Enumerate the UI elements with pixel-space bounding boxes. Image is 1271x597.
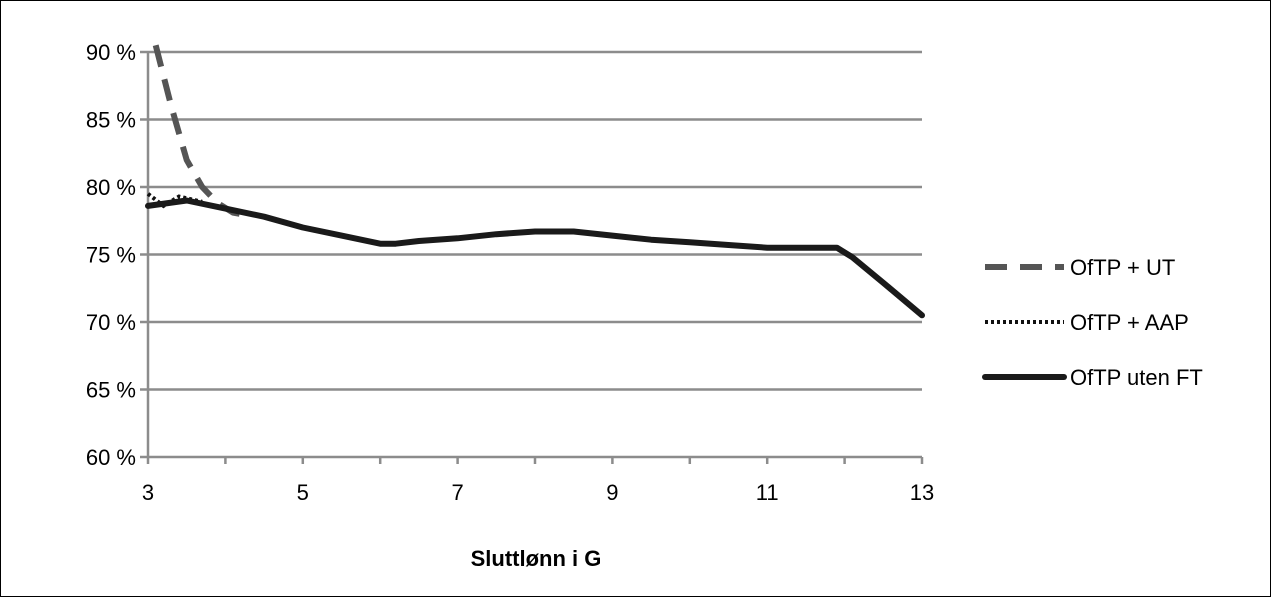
x-axis-title: Sluttlønn i G <box>471 546 602 571</box>
y-tick-label: 75 % <box>86 243 136 268</box>
legend-label: OfTP + UT <box>1070 255 1175 280</box>
x-tick-label: 7 <box>451 480 463 505</box>
series-lines <box>145 44 925 319</box>
y-tick-label: 60 % <box>86 445 136 470</box>
legend: OfTP + UT OfTP + AAP OfTP uten FT <box>982 255 1203 390</box>
axes <box>140 50 924 464</box>
legend-label: OfTP + AAP <box>1070 310 1189 335</box>
x-tick-label: 13 <box>910 480 934 505</box>
x-axis-tick-labels: 3 5 7 9 11 13 <box>142 480 934 505</box>
y-tick-label: 65 % <box>86 378 136 403</box>
x-tick-label: 11 <box>756 480 779 505</box>
gridlines <box>148 50 922 391</box>
legend-label: OfTP uten FT <box>1070 365 1203 390</box>
y-axis-tick-labels: 60 % 65 % 70 % 75 % 80 % 85 % 90 % <box>86 40 136 470</box>
y-tick-label: 90 % <box>86 40 136 65</box>
series-line-0 <box>152 44 250 219</box>
y-tick-label: 70 % <box>86 310 136 335</box>
x-tick-label: 5 <box>297 480 309 505</box>
y-tick-label: 85 % <box>86 108 136 133</box>
x-tick-label: 3 <box>142 480 154 505</box>
series-line-2 <box>145 197 925 319</box>
y-tick-label: 80 % <box>86 175 136 200</box>
x-tick-label: 9 <box>606 480 618 505</box>
